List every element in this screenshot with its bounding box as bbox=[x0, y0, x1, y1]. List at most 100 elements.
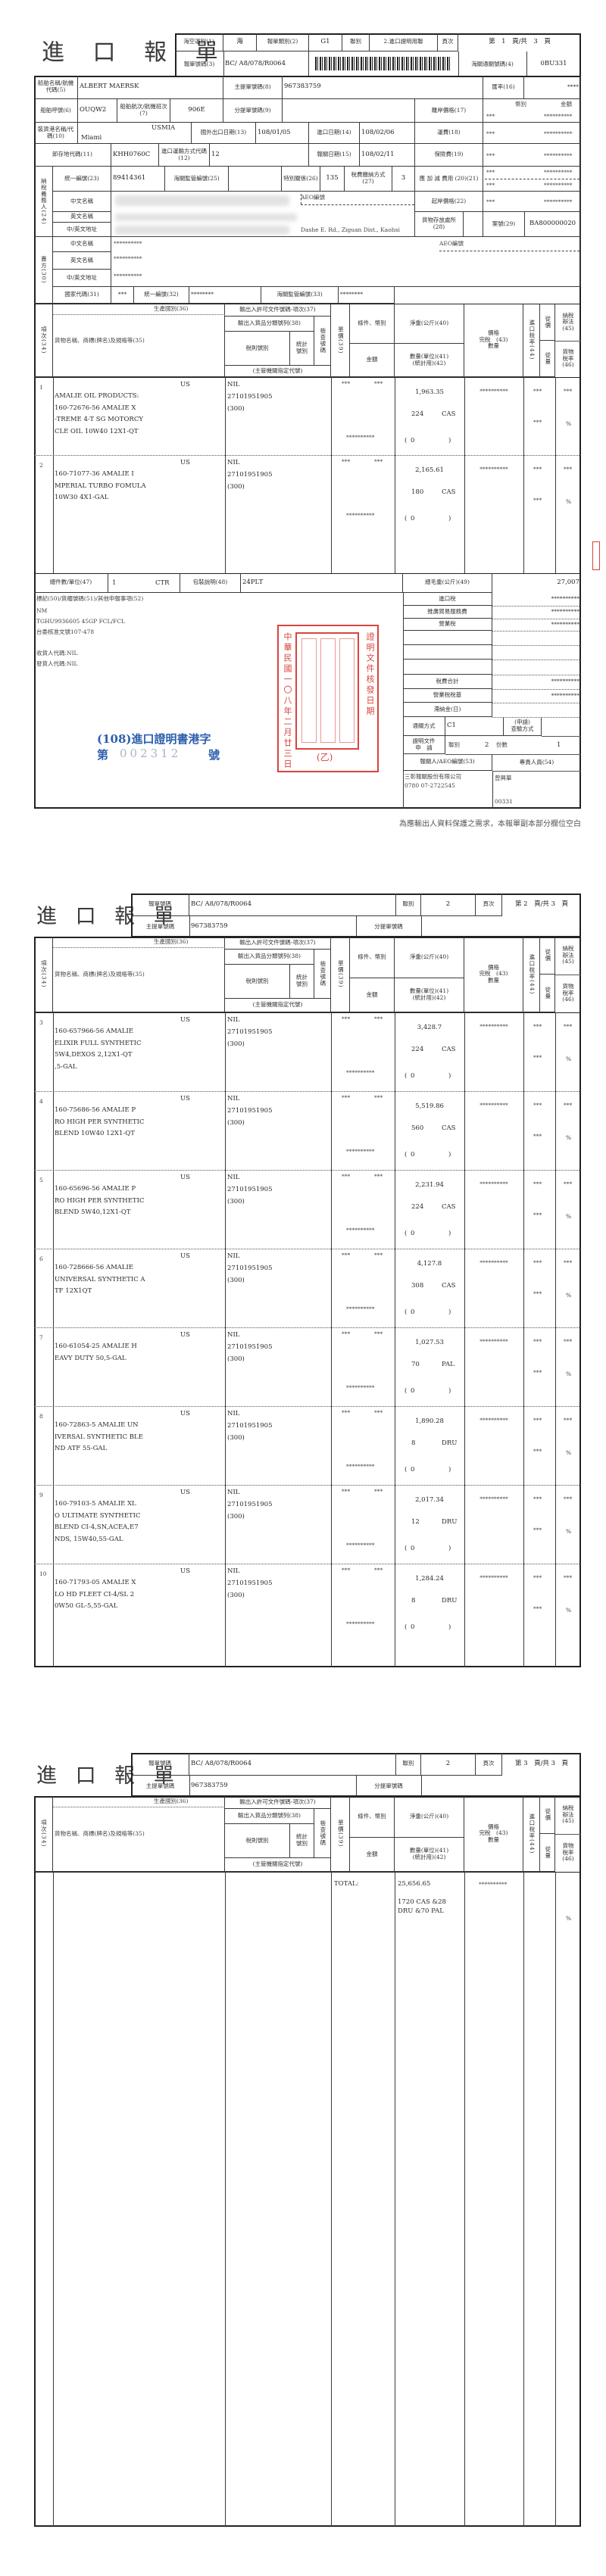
page-indicator: 第 3 頁/共 3 頁 bbox=[502, 1753, 581, 1776]
paren-open-icon: ( bbox=[405, 1387, 408, 1395]
redacted-name bbox=[115, 214, 297, 221]
header-bottom-line bbox=[34, 1012, 581, 1013]
specific-header: 從量 bbox=[540, 341, 555, 377]
inspection-no-header: 檢查號碼 bbox=[314, 950, 331, 999]
row-line bbox=[492, 606, 581, 607]
specific-rate: *** bbox=[533, 1527, 542, 1533]
total-packages-label: 總件數/單位(47) bbox=[34, 573, 108, 593]
goods-tax-rate: % bbox=[566, 1292, 572, 1299]
dutiable-value: ********** bbox=[479, 1417, 508, 1424]
blank-label bbox=[403, 631, 492, 645]
amount-value: ********** bbox=[346, 1227, 375, 1233]
permit-no: NIL bbox=[227, 1567, 240, 1575]
quantity-header-text: 數量(單位)(41) (統計用)(42) bbox=[409, 352, 449, 366]
seller-label: 賣方(30) bbox=[34, 237, 53, 304]
discharge-place-label-text: 卸存地代碼(11) bbox=[52, 151, 92, 158]
transport-mode-value-text: 海 bbox=[236, 37, 243, 45]
cif-label: 起岸價格(22) bbox=[415, 192, 483, 212]
paren-open-icon: ( bbox=[405, 1466, 408, 1474]
stat-code-header-text: 統計 號別 bbox=[296, 1833, 308, 1847]
quantity: 308 bbox=[411, 1282, 424, 1290]
voyage-value: 906E bbox=[170, 99, 223, 123]
quantity: 224 bbox=[411, 1046, 424, 1053]
item-separator bbox=[34, 1170, 581, 1171]
ccc-code-header-text: 輸出入貨品分類號列(38) bbox=[238, 320, 301, 327]
item-no: 7 bbox=[39, 1334, 43, 1341]
special-relation-label: 特別關係(26) bbox=[282, 167, 320, 192]
cert-count-label: 份數 bbox=[496, 741, 508, 748]
permit-no-header: 輸出入許可文件號碼-項次(37) bbox=[225, 304, 331, 317]
origin-country: US bbox=[180, 1252, 190, 1260]
inspection-method-label: (申請) 查驗方式 bbox=[504, 717, 542, 736]
column-divider bbox=[555, 1012, 556, 1667]
agency-code: (300) bbox=[227, 1040, 245, 1048]
column-divider bbox=[464, 1872, 465, 2527]
stat-code-header-text: 統計 號別 bbox=[296, 974, 308, 987]
stat-code-header-text: 統計 號別 bbox=[296, 341, 308, 354]
permit-no: NIL bbox=[227, 1410, 240, 1417]
exchange-rate-label-text: 匯率(16) bbox=[492, 83, 515, 90]
import-rate-header-text: 進口稅率(44) bbox=[528, 953, 536, 995]
storage-place-label: 貨物存放處所(28) bbox=[415, 212, 464, 237]
item-description-line: NDS, 15W40,55-GAL bbox=[55, 1535, 123, 1543]
divider bbox=[356, 916, 357, 937]
decl-no-value-text: BC/ A8/078/R0064 bbox=[225, 59, 286, 67]
blank-label bbox=[403, 645, 492, 660]
statistical-quantity: 0 bbox=[411, 1072, 415, 1080]
tax-id-label: 統一編號(23) bbox=[53, 167, 111, 192]
dutiable-value-header-text: 價格 完稅 (43) 數量 bbox=[479, 1823, 508, 1843]
port-name: Miami bbox=[81, 134, 102, 142]
terms-currency-header: 條件、幣別 bbox=[350, 1796, 395, 1838]
terms-value: *** bbox=[342, 1409, 351, 1416]
hbl-label-text: 分提單號碼(9) bbox=[234, 106, 271, 114]
row-line bbox=[492, 771, 581, 772]
total-packages-label-text: 總件數/單位(47) bbox=[49, 579, 92, 586]
item-description-line: 160-79103-5 AMALIE XL bbox=[55, 1500, 136, 1508]
bonded-no-label: 海關監管編號(25) bbox=[165, 167, 229, 192]
page-label-text: 頁次 bbox=[483, 900, 495, 908]
packing-label: 包裝說明(48) bbox=[180, 573, 241, 593]
mbl-value: 967383759 bbox=[283, 76, 483, 99]
transport-mode-value: 海 bbox=[223, 33, 257, 51]
bonded-no-label-text: 海關監管編號(25) bbox=[173, 174, 220, 182]
paren-open-icon: ( bbox=[405, 1151, 408, 1159]
certificate-label: 證明文件 申 請 bbox=[403, 736, 445, 754]
document-title: 進 口 報 單 bbox=[36, 905, 180, 928]
call-sign-value-text: OUQW2 bbox=[80, 106, 107, 114]
permit-no-header-text: 輸出入許可文件號碼-項次(37) bbox=[239, 305, 316, 313]
item-no: 6 bbox=[39, 1255, 43, 1262]
ccc-code-header-text: 輸出入貨品分類號列(38) bbox=[238, 953, 301, 960]
dutiable-value-header: 價格 完稅 (43) 數量 bbox=[464, 937, 523, 1012]
redacted-address bbox=[115, 226, 289, 235]
broker-label-text: 報關人/AEO編號(53) bbox=[420, 758, 475, 766]
row-line bbox=[492, 689, 581, 690]
decl-no-label-text: 報單號碼(3) bbox=[183, 60, 215, 67]
origin-country: US bbox=[180, 1567, 190, 1575]
privacy-footnote: 為應輸出人資料保護之需求，本報單副本部分欄位空白 bbox=[399, 820, 581, 828]
item-description-line: BLEND 10W40 12X1-QT bbox=[55, 1130, 135, 1137]
stat-code-header: 統計 號別 bbox=[290, 1824, 314, 1858]
tariff-no: 27101951905 bbox=[227, 1501, 273, 1508]
paren-open-icon: ( bbox=[405, 1308, 408, 1316]
item-description-line: 160-72863-5 AMALIE UN bbox=[55, 1421, 139, 1429]
tariff-no: 27101951905 bbox=[227, 471, 273, 479]
tax-method: *** bbox=[564, 466, 573, 472]
export-date-label-text: 國外出口日期(13) bbox=[200, 129, 247, 136]
dutiable-value: ********** bbox=[479, 1180, 508, 1187]
tariff-no: 27101951905 bbox=[227, 1265, 273, 1272]
quantity-unit: PAL bbox=[442, 1361, 454, 1368]
origin-country: US bbox=[180, 1331, 190, 1339]
statistical-quantity: 0 bbox=[411, 1466, 415, 1474]
vessel-label: 船舶名稱/航機代碼(5) bbox=[34, 76, 78, 99]
goods-tax-rate: % bbox=[566, 498, 572, 505]
permit-no-header: 輸出入許可文件號碼-項次(37) bbox=[225, 937, 331, 950]
business_tax-label: 營業稅 bbox=[403, 619, 492, 631]
column-divider bbox=[53, 1012, 54, 1667]
seller-bonded-label-text: 海關監管編號(33) bbox=[276, 291, 323, 298]
item-no-header: 項次(34) bbox=[34, 304, 53, 377]
import-rate-header-text: 進口稅率(44) bbox=[528, 320, 536, 360]
copy-value-text: 2.進口證明用聯 bbox=[383, 38, 423, 45]
country-code-value-text: *** bbox=[117, 291, 127, 298]
paren-open-icon: ( bbox=[405, 1623, 408, 1631]
currency-value: *** bbox=[374, 1567, 383, 1573]
